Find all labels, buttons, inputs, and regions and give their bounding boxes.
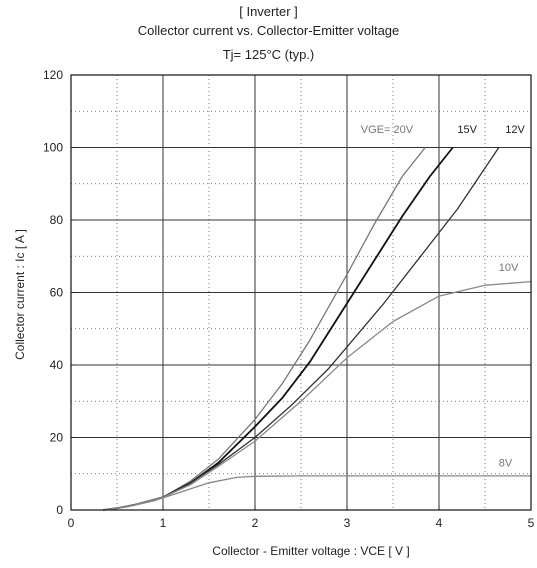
x-axis-label: Collector - Emitter voltage : VCE [ V ] xyxy=(212,544,409,558)
y-tick-label: 120 xyxy=(43,68,63,82)
x-tick-label: 4 xyxy=(436,516,443,530)
series-label: VGE= 20V xyxy=(361,124,414,136)
x-tick-label: 2 xyxy=(252,516,259,530)
y-tick-label: 20 xyxy=(50,431,64,445)
x-tick-label: 1 xyxy=(160,516,167,530)
series-label: 15V xyxy=(457,124,477,136)
x-tick-label: 5 xyxy=(528,516,535,530)
y-axis-label: Collector current : Ic [ A ] xyxy=(13,229,27,360)
y-tick-label: 0 xyxy=(56,503,63,517)
series-label: 10V xyxy=(499,262,519,274)
chart-title: [ Inverter ] xyxy=(239,4,298,19)
series-label: 8V xyxy=(499,458,513,470)
chart-condition: Tj= 125°C (typ.) xyxy=(222,47,315,62)
y-tick-label: 40 xyxy=(50,358,64,372)
chart-title-block: [ Inverter ] Collector current vs. Colle… xyxy=(0,2,537,64)
series-label: 12V xyxy=(505,124,525,136)
y-tick-label: 60 xyxy=(50,286,64,300)
series-line-4 xyxy=(103,475,531,511)
x-tick-label: 3 xyxy=(344,516,351,530)
chart-subtitle: Collector current vs. Collector-Emitter … xyxy=(137,23,400,38)
y-tick-label: 100 xyxy=(43,141,63,155)
x-tick-label: 0 xyxy=(68,516,75,530)
y-tick-label: 80 xyxy=(50,213,64,227)
